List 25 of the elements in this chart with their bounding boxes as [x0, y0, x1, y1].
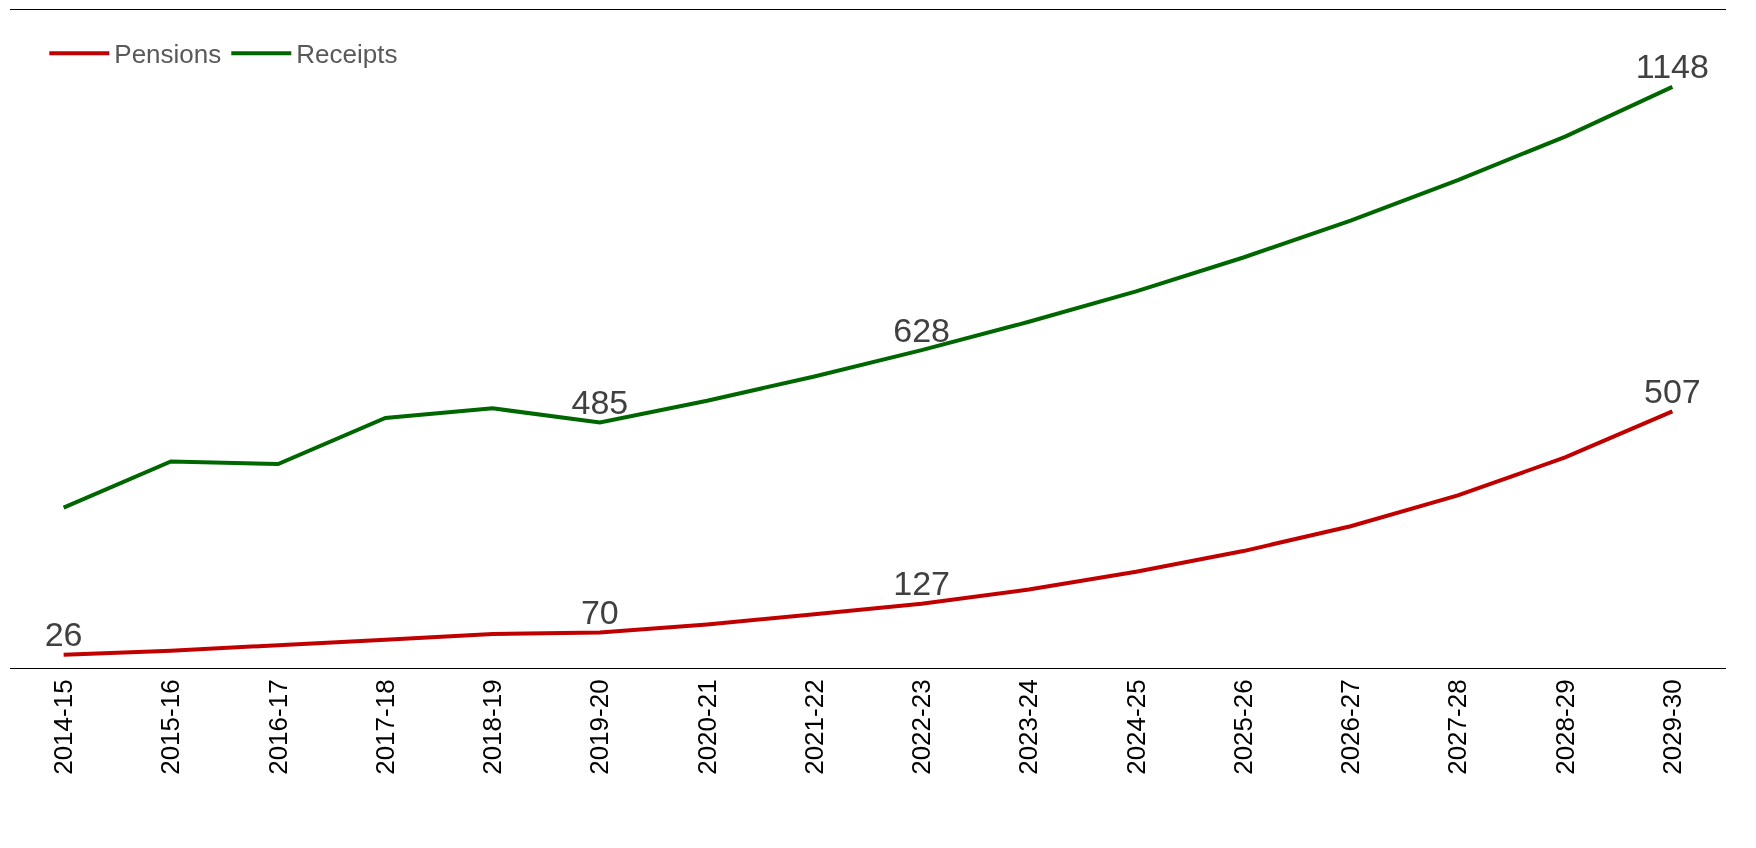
data-label: 628 — [893, 310, 950, 349]
data-label: 127 — [893, 564, 950, 603]
x-tick-label: 2028-29 — [1549, 679, 1580, 775]
x-tick-label: 2021-22 — [798, 679, 829, 775]
x-tick-label: 2016-17 — [262, 679, 293, 775]
data-label: 507 — [1644, 371, 1701, 410]
data-label: 70 — [580, 593, 619, 632]
legend-label: Receipts — [296, 39, 398, 70]
x-tick-label: 2022-23 — [906, 679, 937, 775]
x-tick-label: 2029-30 — [1656, 679, 1687, 775]
x-tick-label: 2019-20 — [584, 679, 615, 775]
x-tick-label: 2024-25 — [1120, 679, 1151, 775]
x-tick-label: 2020-21 — [691, 679, 722, 775]
legend-label: Pensions — [114, 39, 222, 70]
x-tick-label: 2023-24 — [1013, 679, 1044, 775]
x-tick-label: 2027-28 — [1442, 679, 1473, 775]
x-tick-label: 2025-26 — [1227, 679, 1258, 775]
x-tick-label: 2026-27 — [1335, 679, 1366, 775]
x-tick-label: 2018-19 — [477, 679, 508, 775]
x-tick-label: 2015-16 — [155, 679, 186, 775]
data-label: 1148 — [1635, 47, 1709, 86]
x-tick-label: 2017-18 — [369, 679, 400, 775]
data-label: 26 — [44, 615, 83, 654]
data-label: 485 — [571, 383, 629, 422]
x-tick-label: 2014-15 — [48, 679, 79, 775]
